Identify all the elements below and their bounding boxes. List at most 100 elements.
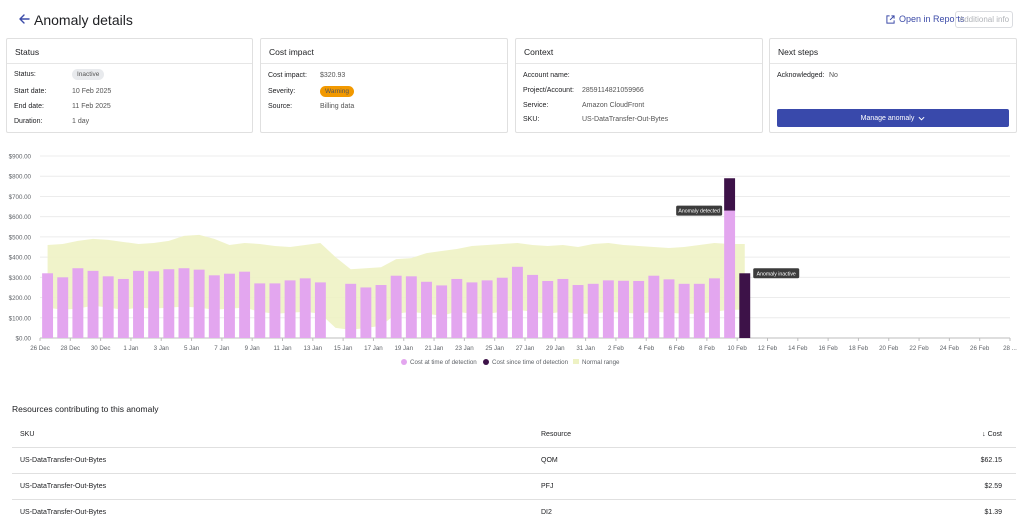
y-tick-label: $600.00 bbox=[9, 214, 32, 221]
row-cost: $2.59 bbox=[984, 483, 1002, 490]
x-tick-label: 5 Jan bbox=[184, 345, 200, 352]
open-external-icon bbox=[886, 14, 895, 24]
legend-item: Cost since time of detection bbox=[483, 359, 569, 366]
resources-table: SKU Resource ↓ Cost US-DataTransfer-Out-… bbox=[12, 422, 1016, 525]
x-tick-label: 17 Jan bbox=[364, 345, 383, 352]
page-header: Anomaly details Open in Reports Addition… bbox=[0, 0, 1024, 38]
x-tick-label: 25 Jan bbox=[485, 345, 504, 352]
row-cost: $1.39 bbox=[984, 509, 1002, 516]
annotation-box bbox=[753, 268, 800, 279]
bar-detection bbox=[102, 276, 114, 338]
bar-detection bbox=[466, 282, 478, 338]
bar-detection bbox=[405, 276, 417, 338]
bar-detection bbox=[421, 281, 432, 338]
next-steps-card-title: Next steps bbox=[770, 39, 1016, 64]
x-tick-label: 18 Feb bbox=[849, 345, 869, 352]
annotation-tooltip: Anomaly inactive bbox=[753, 268, 800, 279]
bar-detection bbox=[648, 275, 660, 338]
bar-detection bbox=[314, 282, 326, 338]
sku-column-header[interactable]: SKU bbox=[20, 431, 35, 438]
duration-value: 1 day bbox=[72, 117, 90, 125]
next-steps-card: Next steps Acknowledged: No Manage anoma… bbox=[769, 38, 1017, 133]
legend-label: Normal range bbox=[582, 359, 620, 366]
row-sku: US-DataTransfer-Out-Bytes bbox=[20, 509, 107, 516]
start-date-label: Start date: bbox=[14, 87, 47, 95]
x-tick-label: 31 Jan bbox=[576, 345, 595, 352]
table-row[interactable]: US-DataTransfer-Out-Bytes QOM $62.15 bbox=[12, 448, 1016, 474]
sku-label: SKU: bbox=[523, 115, 540, 123]
bar-detection bbox=[254, 283, 266, 338]
x-tick-label: 27 Jan bbox=[516, 345, 535, 352]
annotation-box bbox=[676, 205, 723, 216]
bar-detection bbox=[436, 285, 448, 338]
bar-detection bbox=[148, 271, 160, 338]
resource-column-header[interactable]: Resource bbox=[541, 431, 571, 438]
x-tick-label: 7 Jan bbox=[214, 345, 230, 352]
source-value: Billing data bbox=[320, 102, 355, 110]
y-tick-label: $300.00 bbox=[9, 275, 32, 282]
additional-info-button[interactable]: Additional info bbox=[955, 11, 1013, 28]
chart-legend: Cost at time of detection Cost since time… bbox=[401, 359, 620, 366]
bar-detection bbox=[193, 269, 205, 338]
x-tick-label: 2 Feb bbox=[608, 345, 624, 352]
chart-annotations: Anomaly detected Anomaly inactive bbox=[676, 205, 800, 279]
bar-detection bbox=[618, 280, 629, 338]
bar-detection bbox=[602, 280, 614, 338]
legend-swatch bbox=[483, 359, 489, 365]
manage-anomaly-button[interactable]: Manage anomaly bbox=[777, 109, 1009, 127]
row-resource: QOM bbox=[541, 457, 558, 464]
chevron-down-icon bbox=[918, 116, 925, 121]
end-date-label: End date: bbox=[14, 102, 44, 110]
x-tick-label: 16 Feb bbox=[818, 345, 838, 352]
anomaly-cost-chart: $0.00 $100.00 $200.00 $300.00 $400.00 $500.00… bbox=[9, 154, 1018, 367]
bar-detection bbox=[542, 280, 554, 338]
x-tick-label: 21 Jan bbox=[425, 345, 444, 352]
bar-detection bbox=[511, 266, 523, 338]
x-tick-label: 4 Feb bbox=[638, 345, 654, 352]
legend-swatch bbox=[401, 359, 407, 365]
context-card-title: Context bbox=[516, 39, 762, 64]
back-arrow-icon[interactable] bbox=[18, 13, 30, 25]
x-tick-label: 8 Feb bbox=[699, 345, 715, 352]
bar-since-detection bbox=[724, 178, 736, 211]
bar-detection bbox=[572, 285, 584, 338]
cost-column-header-label: Cost bbox=[987, 431, 1002, 438]
source-label: Source: bbox=[268, 102, 293, 110]
table-row[interactable]: US-DataTransfer-Out-Bytes DI2 $1.39 bbox=[12, 500, 1016, 525]
x-tick-label: 10 Feb bbox=[728, 345, 748, 352]
y-tick-label: $0.00 bbox=[16, 336, 32, 343]
open-in-reports-link[interactable]: Open in Reports bbox=[886, 14, 965, 24]
service-label: Service: bbox=[523, 101, 549, 109]
y-tick-label: $500.00 bbox=[9, 234, 32, 241]
sort-descending-icon: ↓ bbox=[982, 431, 988, 438]
status-label: Status: bbox=[14, 70, 36, 78]
y-axis: $0.00 $100.00 $200.00 $300.00 $400.00 $500.00… bbox=[9, 154, 32, 343]
bar-detection bbox=[223, 273, 235, 338]
bar-detection bbox=[284, 280, 296, 338]
table-row[interactable]: US-DataTransfer-Out-Bytes PFJ $2.59 bbox=[12, 474, 1016, 500]
bar-detection bbox=[693, 283, 705, 338]
cost-column-header[interactable]: ↓ Cost bbox=[982, 431, 1002, 438]
bar-detection bbox=[663, 279, 675, 338]
bar-detection bbox=[557, 278, 569, 338]
acknowledged-label: Acknowledged: bbox=[777, 71, 825, 79]
status-badge: Inactive bbox=[72, 69, 105, 80]
bar-detection bbox=[117, 278, 129, 338]
legend-swatch bbox=[573, 359, 579, 364]
row-resource: PFJ bbox=[541, 483, 554, 490]
bar-detection bbox=[360, 287, 372, 338]
row-resource: DI2 bbox=[541, 509, 552, 516]
bar-detection bbox=[678, 283, 690, 338]
x-tick-label: 9 Jan bbox=[245, 345, 261, 352]
bar-detection bbox=[527, 274, 539, 338]
y-tick-label: $700.00 bbox=[9, 194, 32, 201]
severity-badge: Warning bbox=[320, 86, 354, 97]
bar-detection bbox=[345, 283, 357, 338]
severity-label: Severity: bbox=[268, 87, 296, 95]
bar-detection bbox=[481, 280, 493, 338]
bar-detection bbox=[496, 277, 508, 338]
legend-label: Cost since time of detection bbox=[492, 359, 569, 366]
bar-detection bbox=[72, 268, 84, 338]
y-tick-label: $900.00 bbox=[9, 154, 32, 161]
bar-detection bbox=[299, 278, 311, 338]
